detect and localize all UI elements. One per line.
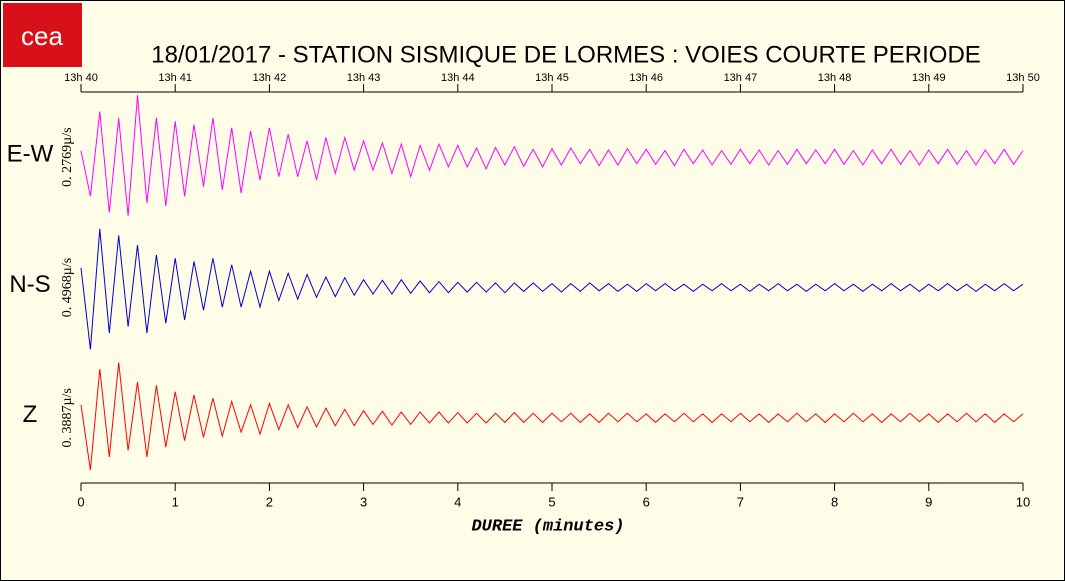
x-tick-label: 7: [737, 494, 744, 509]
x-tick-label: 6: [643, 494, 650, 509]
x-tick-label: 1: [172, 494, 179, 509]
top-tick-label: 13h 43: [347, 72, 381, 84]
top-tick-label: 13h 47: [724, 72, 758, 84]
series-name: N-S: [9, 271, 50, 298]
x-tick-label: 0: [77, 494, 84, 509]
trace: [80, 362, 1024, 471]
x-tick-label: 2: [266, 494, 273, 509]
logo-box: [3, 3, 82, 67]
series-name: Z: [23, 401, 38, 428]
top-tick-label: 13h 45: [535, 72, 569, 84]
trace: [80, 95, 1024, 216]
top-tick-label: 13h 49: [912, 72, 946, 84]
top-tick-label: 13h 44: [441, 72, 475, 84]
x-tick-label: 10: [1016, 494, 1030, 509]
top-tick-label: 13h 50: [1006, 72, 1040, 84]
top-tick-label: 13h 40: [64, 72, 98, 84]
top-tick-label: 13h 46: [629, 72, 663, 84]
x-tick-label: 4: [454, 494, 461, 509]
logo: cea: [21, 21, 63, 51]
series-name: E-W: [7, 141, 54, 168]
x-tick-label: 9: [925, 494, 932, 509]
x-axis-label: DUREE (minutes): [471, 517, 624, 536]
scale-label: 0. 4968µ/s: [60, 258, 75, 317]
scale-label: 0. 2769µ/s: [60, 127, 75, 186]
x-tick-label: 8: [831, 494, 838, 509]
top-tick-label: 13h 42: [253, 72, 287, 84]
x-tick-label: 3: [360, 494, 367, 509]
scale-label: 0. 3887µ/s: [60, 388, 75, 447]
top-tick-label: 13h 48: [818, 72, 852, 84]
trace: [80, 228, 1024, 350]
chart-title: 18/01/2017 - STATION SISMIQUE DE LORMES …: [151, 41, 981, 68]
x-tick-label: 5: [548, 494, 555, 509]
top-tick-label: 13h 41: [158, 72, 192, 84]
